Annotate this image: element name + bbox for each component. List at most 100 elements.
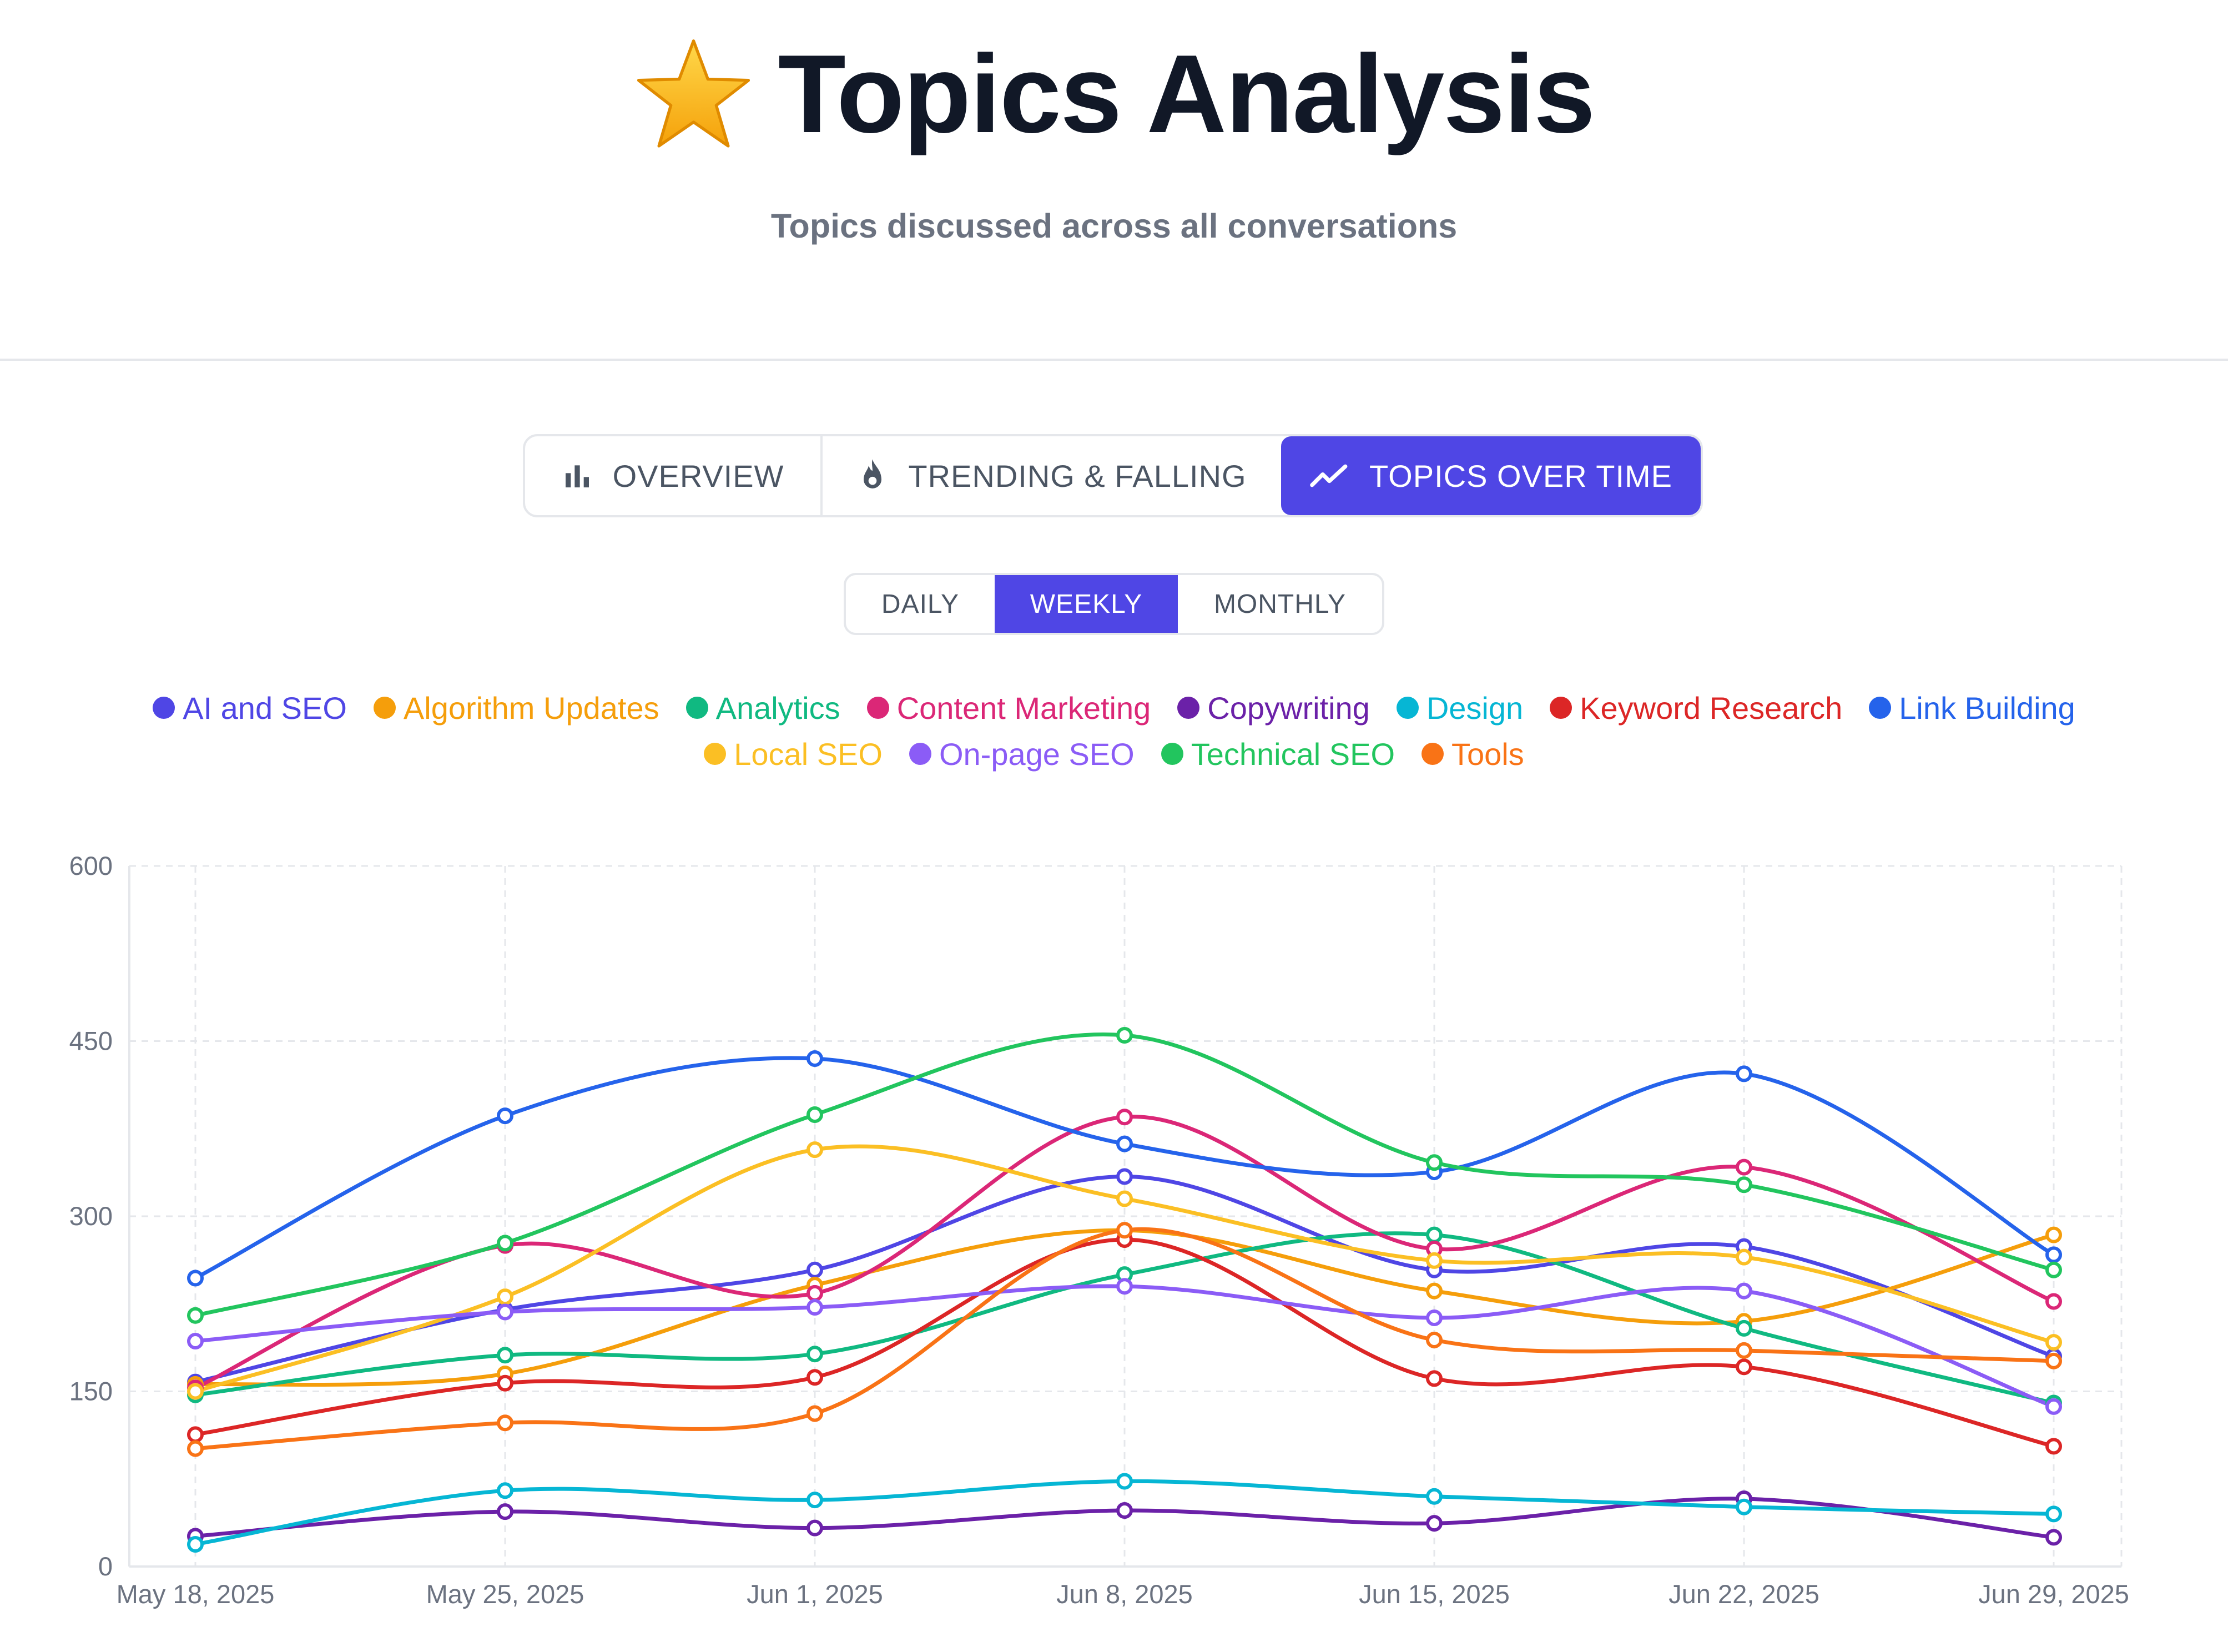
data-point-on-page-seo — [497, 1303, 513, 1321]
legend-item-link-building[interactable]: Link Building — [1869, 690, 2075, 726]
data-point-local-seo — [1116, 1190, 1133, 1207]
data-point-local-seo — [497, 1288, 513, 1306]
tab-overview-label: OVERVIEW — [612, 458, 784, 493]
data-point-technical-seo — [1116, 1026, 1133, 1044]
data-point-design — [497, 1482, 513, 1499]
data-point-technical-seo — [2045, 1261, 2062, 1278]
data-point-keyword-research — [187, 1426, 204, 1443]
legend-dot — [1396, 697, 1419, 719]
data-point-tools — [1426, 1331, 1443, 1348]
data-point-keyword-research — [1426, 1370, 1443, 1387]
star-icon — [637, 39, 750, 148]
legend-item-copywriting[interactable]: Copywriting — [1177, 690, 1370, 726]
legend-dot — [704, 743, 727, 765]
data-point-content-marketing — [806, 1285, 823, 1302]
legend-item-on-page-seo[interactable]: On-page SEO — [909, 736, 1135, 772]
y-tick-label: 300 — [69, 1201, 113, 1231]
data-point-design — [1426, 1488, 1443, 1505]
main-tabs: OVERVIEW TRENDING & FALLING TOPICS OVER … — [523, 434, 1703, 517]
data-point-copywriting — [2045, 1529, 2062, 1546]
data-point-content-marketing — [1736, 1159, 1752, 1176]
x-tick-label: Jun 29, 2025 — [1978, 1579, 2129, 1609]
data-point-tools — [497, 1414, 513, 1432]
legend-item-keyword-research[interactable]: Keyword Research — [1550, 690, 1842, 726]
data-point-algorithm-updates — [1426, 1282, 1443, 1300]
legend-item-technical-seo[interactable]: Technical SEO — [1161, 736, 1395, 772]
legend-dot — [153, 697, 175, 719]
data-point-on-page-seo — [806, 1299, 823, 1316]
data-point-copywriting — [806, 1519, 823, 1537]
data-point-link-building — [2045, 1246, 2062, 1263]
tab-topics-over-time[interactable]: TOPICS OVER TIME — [1281, 436, 1701, 515]
legend-item-tools[interactable]: Tools — [1422, 736, 1524, 772]
legend-label: Design — [1426, 690, 1524, 726]
data-point-tools — [2045, 1352, 2062, 1369]
data-point-link-building — [497, 1107, 513, 1125]
flame-icon — [864, 459, 882, 488]
tab-trending-label: TRENDING & FALLING — [908, 458, 1247, 493]
data-point-technical-seo — [1426, 1154, 1443, 1171]
data-point-link-building — [1736, 1065, 1752, 1082]
data-point-design — [187, 1536, 204, 1553]
data-point-link-building — [806, 1050, 823, 1067]
x-tick-label: Jun 15, 2025 — [1359, 1579, 1510, 1609]
legend-label: Tools — [1451, 736, 1524, 772]
legend-label: AI and SEO — [183, 690, 347, 726]
legend-item-algorithm-updates[interactable]: Algorithm Updates — [373, 690, 659, 726]
data-point-local-seo — [2045, 1334, 2062, 1351]
legend-item-design[interactable]: Design — [1396, 690, 1524, 726]
legend-dot — [1422, 743, 1444, 765]
page-title: Topics Analysis — [778, 32, 1595, 156]
period-tab-weekly[interactable]: WEEKLY — [995, 575, 1178, 633]
chart-legend-row-1: AI and SEO Algorithm Updates Analytics Cont… — [0, 686, 2228, 730]
data-point-tools — [1736, 1342, 1752, 1359]
data-point-on-page-seo — [2045, 1398, 2062, 1415]
legend-label: Copywriting — [1207, 690, 1370, 726]
data-point-local-seo — [1736, 1248, 1752, 1266]
data-point-local-seo — [187, 1383, 204, 1400]
trend-line-icon — [1310, 464, 1348, 487]
legend-item-local-seo[interactable]: Local SEO — [704, 736, 883, 772]
data-point-technical-seo — [497, 1235, 513, 1252]
legend-item-analytics[interactable]: Analytics — [685, 690, 840, 726]
tab-topics-over-time-label: TOPICS OVER TIME — [1369, 458, 1673, 493]
x-tick-label: May 25, 2025 — [426, 1579, 584, 1609]
y-tick-label: 150 — [69, 1377, 113, 1406]
x-tick-label: Jun 1, 2025 — [747, 1579, 883, 1609]
data-point-design — [806, 1492, 823, 1509]
legend-dot — [373, 697, 396, 719]
page-subtitle: Topics discussed across all conversation… — [770, 207, 1458, 245]
data-point-link-building — [187, 1270, 204, 1287]
data-point-keyword-research — [2045, 1438, 2062, 1455]
tab-trending-falling[interactable]: TRENDING & FALLING — [823, 436, 1281, 515]
legend-dot — [685, 697, 708, 719]
data-point-technical-seo — [806, 1106, 823, 1124]
legend-dot — [1177, 697, 1200, 719]
data-point-copywriting — [497, 1503, 513, 1520]
period-tab-monthly[interactable]: MONTHLY — [1213, 589, 1347, 619]
y-tick-label: 0 — [98, 1552, 113, 1581]
period-tab-daily[interactable]: DAILY — [881, 589, 960, 619]
data-point-analytics — [1426, 1226, 1443, 1243]
chart-legend-row-2: Local SEO On-page SEO Technical SEO Tools — [0, 732, 2228, 776]
tab-overview[interactable]: OVERVIEW — [525, 436, 823, 515]
data-point-analytics — [497, 1347, 513, 1364]
x-tick-label: Jun 22, 2025 — [1669, 1579, 1819, 1609]
legend-item-ai-and-seo[interactable]: AI and SEO — [153, 690, 347, 726]
data-point-content-marketing — [1116, 1109, 1133, 1126]
data-point-technical-seo — [187, 1307, 204, 1324]
data-point-link-building — [1116, 1135, 1133, 1152]
data-point-copywriting — [1116, 1502, 1133, 1519]
data-point-ai-and-seo — [1116, 1168, 1133, 1185]
legend-item-content-marketing[interactable]: Content Marketing — [866, 690, 1151, 726]
legend-dot — [1550, 697, 1572, 719]
legend-label: Content Marketing — [896, 690, 1151, 726]
legend-label: Technical SEO — [1191, 736, 1395, 772]
x-tick-label: Jun 8, 2025 — [1056, 1579, 1193, 1609]
data-point-keyword-research — [1736, 1358, 1752, 1376]
data-point-tools — [187, 1440, 204, 1457]
legend-label: Analytics — [715, 690, 840, 726]
data-point-on-page-seo — [1426, 1309, 1443, 1326]
data-point-on-page-seo — [1116, 1278, 1133, 1295]
